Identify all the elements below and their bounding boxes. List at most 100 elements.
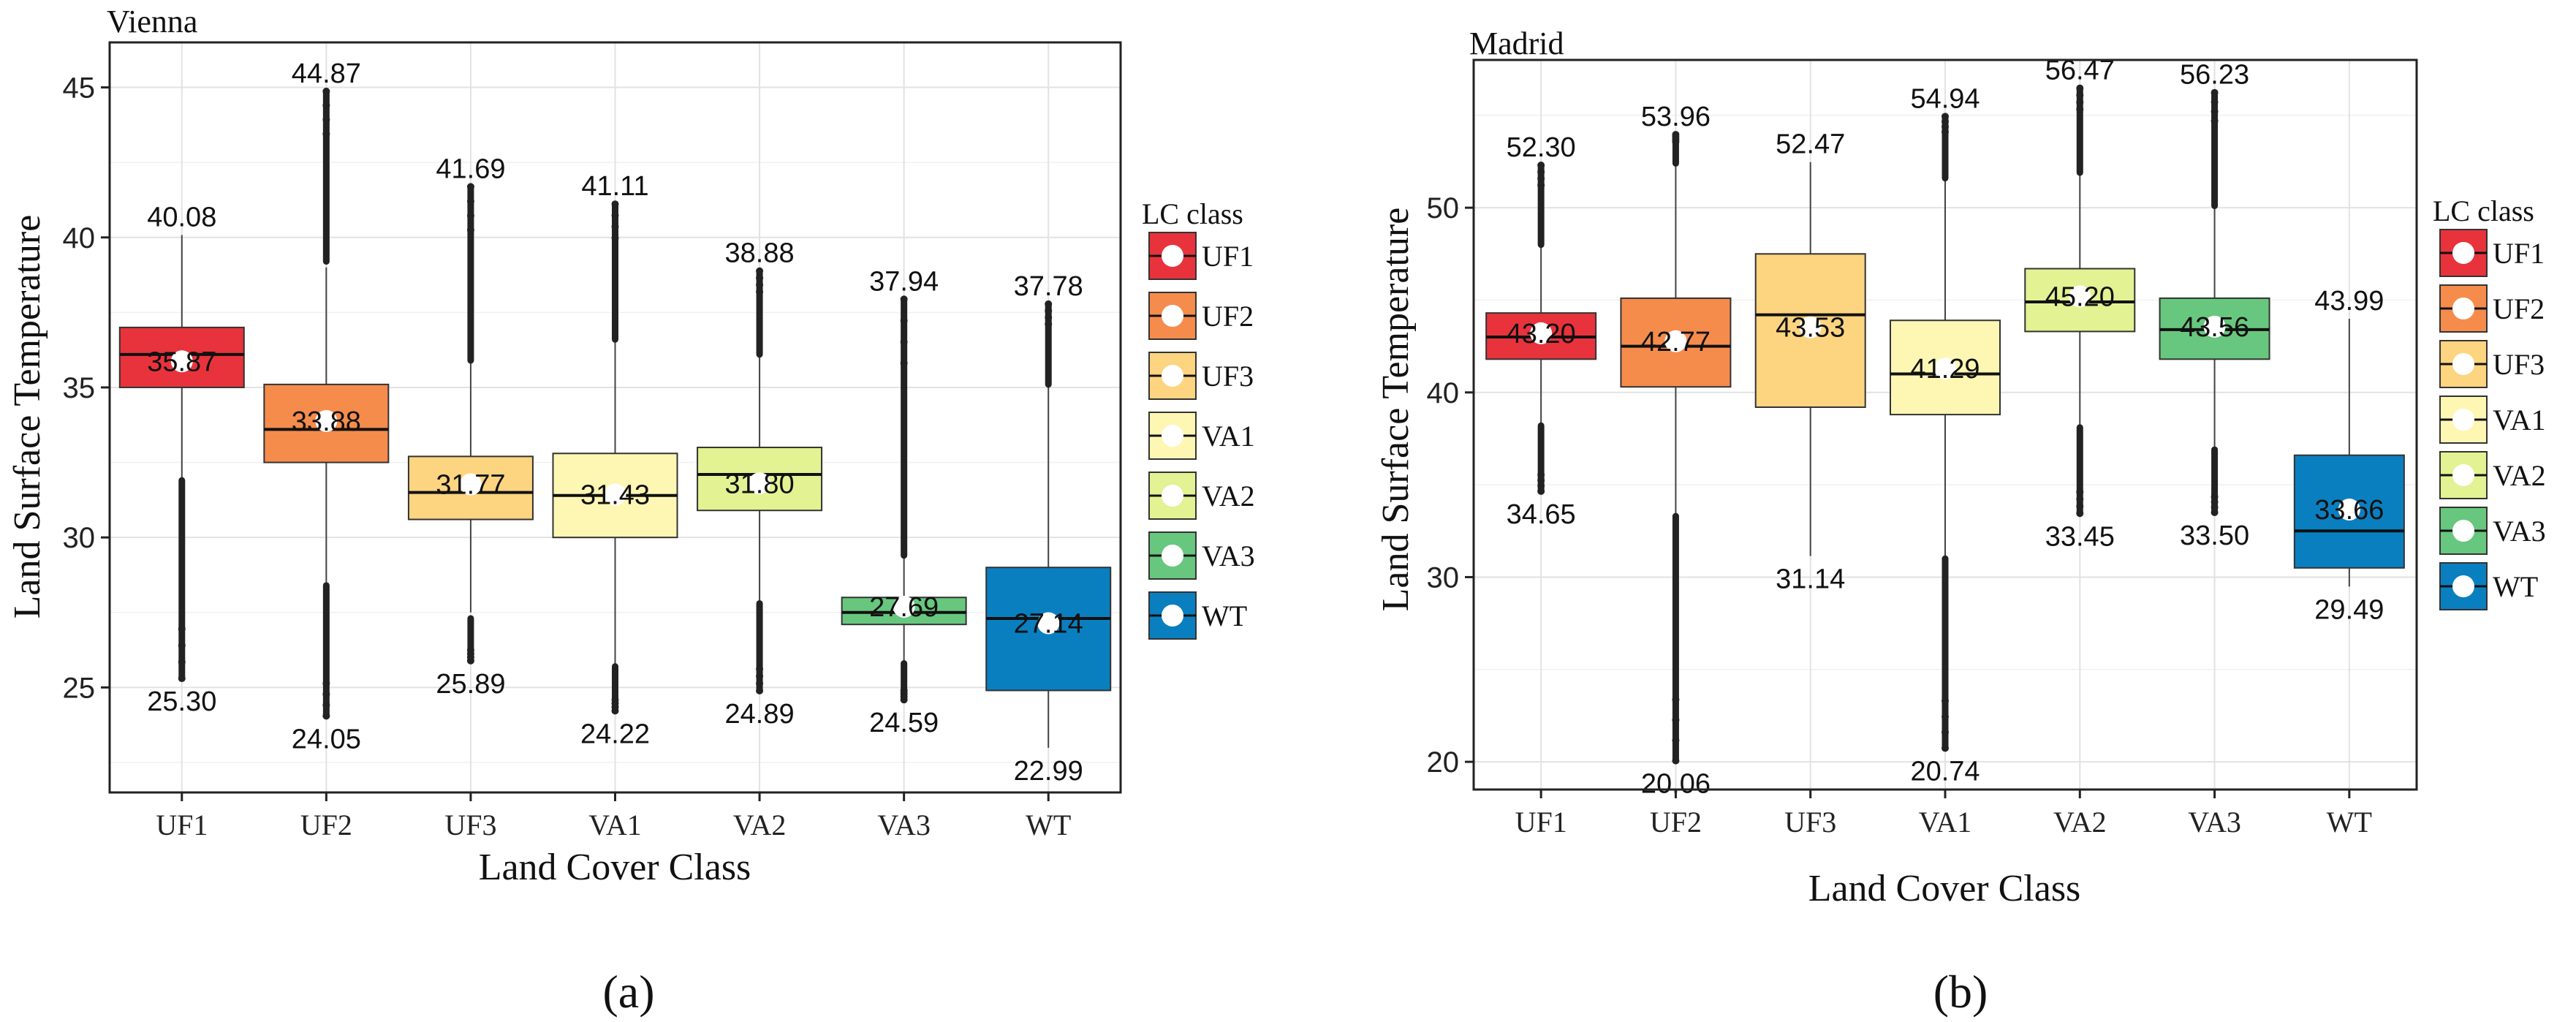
vienna-y-axis-label: Land Surface Temperature [7,215,48,619]
legend-mean-dot [1162,605,1183,627]
legend-mean-dot [1162,545,1183,567]
outlier-point [178,641,186,649]
legend-mean-dot [2452,409,2474,431]
legend-mean-dot [1162,425,1183,447]
madrid-x-tick-label: VA1 [1919,806,1972,839]
mean-point [315,409,338,432]
legend-label: UF3 [2493,348,2545,381]
outlier-point [756,288,764,296]
vienna-legend-title: LC class [1142,197,1243,230]
outlier-point [178,625,186,633]
mean-point [1037,612,1060,635]
outlier-point [1537,471,1545,479]
vienna-legend-item-va1: VA1 [1148,412,1255,460]
madrid-box-uf1: 43.20 52.30 34.65 [1485,132,1597,530]
outlier-point [466,212,474,220]
vienna-box-uf2: 33.88 44.87 24.05 [263,58,390,754]
vienna-x-axis-label: Land Cover Class [479,847,751,888]
outlier-point [1942,728,1949,736]
outlier-point [1045,320,1053,328]
legend-label: UF1 [1202,240,1254,273]
outlier-point [756,665,764,673]
vienna-y-tick-label: 35 [63,372,96,404]
outlier-point [322,701,330,709]
min-label: 25.89 [436,669,505,700]
outlier-point [322,87,330,95]
min-label: 24.89 [725,699,795,730]
vienna-box-va1: 31.43 41.11 24.22 [552,171,678,749]
outlier-point [1537,162,1545,170]
vienna-legend-item-uf3: UF3 [1148,352,1254,400]
outlier-point [1672,695,1680,703]
min-label: 24.05 [292,724,361,754]
mean-label: 33.66 [2314,495,2384,526]
legend-label: UF2 [2493,292,2545,325]
outlier-point [2076,98,2084,106]
outlier-point [1942,713,1949,721]
vienna-legend-item-va3: VA3 [1148,531,1255,580]
legend-mean-dot [1162,245,1183,267]
mean-point [1530,322,1553,344]
outlier-point [322,690,330,698]
max-label: 41.11 [581,171,648,202]
madrid-x-tick-label: UF1 [1515,806,1567,839]
outlier-point [1942,697,1949,705]
min-label: 33.45 [2045,521,2115,552]
vienna-legend-item-uf1: UF1 [1148,232,1254,280]
vienna-x-tick-label: UF2 [300,809,352,841]
outlier-point [1672,757,1680,765]
mean-label: 43.20 [1507,319,1576,349]
vienna-y-tick-label: 30 [63,522,96,554]
madrid-legend-title: LC class [2433,194,2534,227]
vienna-panel: 35.87 40.08 25.30 33.88 44.87 24.05 31.77 41.69… [7,4,1255,1018]
outlier-point [1942,113,1949,121]
vienna-legend-item-va2: VA2 [1148,472,1255,520]
legend-label: VA2 [1202,480,1255,512]
outlier-point [900,338,908,346]
outlier-point [178,675,186,683]
legend-mean-dot [2452,298,2474,319]
madrid-box-va1: 41.29 54.94 20.74 [1890,83,2001,787]
outlier-point [2076,488,2084,496]
outlier-point [1045,314,1053,322]
legend-mean-dot [1162,305,1183,327]
outlier-point [178,658,186,666]
max-label: 38.88 [725,238,795,269]
outlier-point [1672,736,1680,744]
madrid-boxes: 43.2052.3034.6542.7753.9620.0643.5352.47… [1485,56,2405,800]
vienna-x-tick-label: WT [1026,809,1071,841]
min-label: 24.22 [580,719,650,749]
outlier-point [900,686,908,694]
madrid-x-tick-label: VA3 [2188,806,2241,839]
outlier-point [1537,482,1545,490]
outlier-point [1942,118,1949,126]
vienna-x-tick-label: UF3 [444,809,496,841]
outlier-point [756,686,764,694]
max-label: 52.30 [1507,132,1576,163]
outlier-point [466,226,474,234]
outlier-point [756,679,764,687]
mean-label: 33.88 [292,406,361,437]
legend-label: UF3 [1202,360,1254,393]
max-label: 54.94 [1910,83,1980,114]
outlier-point [756,281,764,289]
outlier-point [1942,123,1949,131]
outlier-point [322,116,330,124]
mean-label: 41.29 [1910,354,1980,385]
outlier-point [2076,91,2084,99]
mean-label: 27.69 [869,592,939,623]
outlier-point [756,274,764,282]
legend-label: VA2 [2493,459,2546,492]
outlier-point [2076,495,2084,503]
mean-label: 42.77 [1641,327,1711,357]
madrid-legend: LC class UF1 UF2 UF3 VA1 VA2 VA3 WT [2433,194,2546,610]
mean-point [1664,330,1687,352]
legend-mean-dot [1162,485,1183,507]
max-label: 52.47 [1776,129,1845,160]
outlier-point [1045,307,1053,315]
outlier-point [1537,477,1545,485]
vienna-box-uf3: 31.77 41.69 25.89 [407,154,534,700]
vienna-x-tick-label: VA3 [877,809,931,841]
legend-label: VA1 [1202,420,1255,453]
outlier-point [466,183,474,191]
